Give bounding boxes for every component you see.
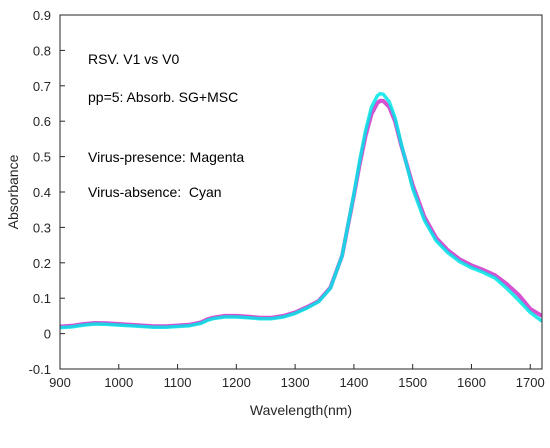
x-axis-label: Wavelength(nm) [250, 402, 352, 418]
y-tick-label: 0 [44, 327, 51, 342]
y-tick-label: 0.5 [33, 150, 51, 165]
y-tick-label: 0.3 [33, 220, 51, 235]
x-tick-label: 1300 [281, 375, 310, 390]
y-tick-label: -0.1 [29, 362, 51, 377]
x-tick-label: 1600 [457, 375, 486, 390]
series-layer [60, 91, 542, 330]
x-tick-label: 900 [49, 375, 71, 390]
annotation-virus-presence: Virus-presence: Magenta [88, 149, 244, 165]
y-tick-label: 0.2 [33, 256, 51, 271]
series-line-1 [60, 91, 542, 330]
annotation-preprocessing: pp=5: Absorb. SG+MSC [88, 89, 238, 105]
y-tick-label: 0.4 [33, 185, 51, 200]
y-tick-label: 0.7 [33, 79, 51, 94]
y-tick-label: 0.9 [33, 8, 51, 23]
x-tick-label: 1400 [339, 375, 368, 390]
y-axis-label: Absorbance [5, 154, 21, 229]
ticks-layer: 900 1000 1100 1200 1300 1400 1500 1600 1700 -0.1 0… [29, 8, 545, 390]
x-tick-label: 1200 [222, 375, 251, 390]
x-tick-label: 1500 [398, 375, 427, 390]
x-tick-label: 1700 [516, 375, 545, 390]
x-tick-label: 1100 [164, 375, 192, 390]
x-tick-label: 1000 [104, 375, 133, 390]
y-tick-label: 0.1 [33, 291, 51, 306]
y-tick-label: 0.6 [33, 114, 51, 129]
y-tick-label: 0.8 [33, 43, 51, 58]
annotation-title: RSV. V1 vs V0 [88, 51, 180, 67]
annotation-virus-absence: Virus-absence: Cyan [88, 184, 222, 200]
